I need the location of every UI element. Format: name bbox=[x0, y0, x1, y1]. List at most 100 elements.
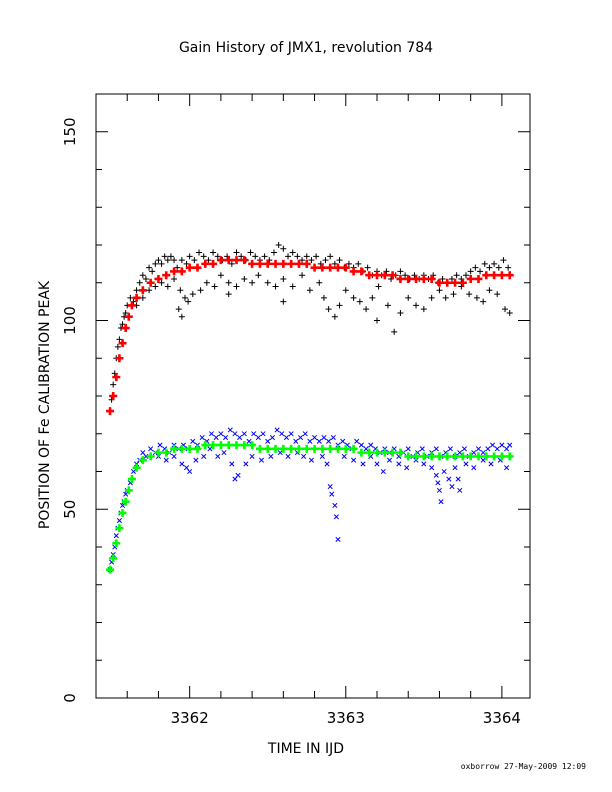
upper-fit-marker bbox=[357, 267, 366, 276]
lower-raw-marker bbox=[246, 438, 252, 444]
upper-fit-marker bbox=[118, 339, 127, 348]
lower-raw-marker bbox=[268, 453, 274, 459]
upper-fit-marker bbox=[193, 263, 202, 272]
upper-raw-marker bbox=[280, 275, 287, 282]
lower-fit-marker bbox=[349, 444, 358, 453]
upper-raw-marker bbox=[364, 264, 371, 271]
lower-raw-marker bbox=[351, 457, 357, 463]
upper-fit-marker bbox=[271, 259, 280, 268]
upper-raw-marker bbox=[450, 291, 457, 298]
lower-raw-marker bbox=[260, 431, 266, 437]
lower-raw-marker bbox=[499, 442, 505, 448]
upper-raw-marker bbox=[186, 253, 193, 260]
upper-fit-marker bbox=[263, 259, 272, 268]
upper-raw-marker bbox=[175, 306, 182, 313]
upper-raw-marker bbox=[171, 275, 178, 282]
upper-raw-marker bbox=[374, 317, 381, 324]
upper-fit-marker bbox=[132, 293, 141, 302]
lower-raw-marker bbox=[283, 434, 290, 441]
upper-fit-marker bbox=[146, 278, 155, 287]
upper-raw-marker bbox=[142, 275, 149, 282]
upper-raw-marker bbox=[363, 306, 370, 313]
lower-fit-marker bbox=[419, 452, 428, 461]
lower-fit-marker bbox=[497, 452, 506, 461]
upper-raw-marker bbox=[481, 260, 488, 267]
upper-raw-marker bbox=[247, 249, 254, 256]
upper-raw-marker bbox=[217, 272, 224, 279]
upper-raw-marker bbox=[495, 264, 502, 271]
lower-raw-marker bbox=[419, 446, 425, 452]
lower-raw-marker bbox=[326, 438, 332, 444]
upper-raw-marker bbox=[428, 294, 435, 301]
lower-raw-marker bbox=[471, 465, 477, 471]
lower-raw-marker bbox=[243, 461, 249, 467]
lower-fit-marker bbox=[106, 565, 115, 574]
upper-raw-marker bbox=[480, 298, 487, 305]
upper-fit-marker bbox=[482, 271, 491, 280]
lower-fit-marker bbox=[255, 444, 264, 453]
lower-raw-marker bbox=[258, 457, 265, 463]
lower-raw-marker bbox=[193, 457, 199, 463]
lower-fit-marker bbox=[121, 497, 130, 506]
upper-raw-marker bbox=[473, 294, 480, 301]
lower-raw-marker bbox=[340, 438, 346, 444]
lower-fit-marker bbox=[365, 448, 374, 457]
lower-fit-marker bbox=[294, 444, 303, 453]
lower-raw-marker bbox=[330, 434, 336, 441]
lower-raw-marker bbox=[302, 431, 308, 437]
lower-fit-marker bbox=[412, 452, 421, 461]
lower-raw-marker bbox=[324, 461, 330, 467]
lower-raw-marker bbox=[130, 468, 137, 475]
upper-raw-marker bbox=[289, 283, 296, 290]
upper-raw-marker bbox=[270, 249, 277, 256]
upper-raw-marker bbox=[280, 298, 287, 305]
lower-raw-marker bbox=[163, 457, 169, 463]
upper-raw-marker bbox=[420, 306, 427, 313]
upper-fit-marker bbox=[224, 256, 233, 265]
lower-raw-marker bbox=[461, 446, 467, 452]
upper-raw-marker bbox=[110, 381, 117, 388]
upper-fit-marker bbox=[365, 271, 374, 280]
upper-raw-marker bbox=[491, 260, 498, 267]
upper-raw-marker bbox=[308, 257, 315, 264]
upper-raw-marker bbox=[139, 294, 146, 301]
upper-raw-marker bbox=[167, 253, 174, 260]
lower-raw-marker bbox=[452, 465, 458, 471]
upper-raw-marker bbox=[506, 309, 513, 316]
lower-raw-marker bbox=[438, 499, 444, 505]
lower-raw-marker bbox=[235, 472, 241, 478]
lower-raw-marker bbox=[213, 434, 219, 441]
lower-raw-marker bbox=[207, 446, 213, 452]
upper-raw-marker bbox=[405, 294, 412, 301]
upper-fit-marker bbox=[115, 354, 124, 363]
upper-raw-marker bbox=[161, 253, 168, 260]
lower-raw-marker bbox=[436, 487, 443, 493]
plot-frame bbox=[95, 93, 531, 699]
lower-raw-marker bbox=[504, 465, 510, 471]
lower-raw-marker bbox=[449, 484, 455, 490]
lower-raw-marker bbox=[227, 427, 233, 433]
lower-fit-marker bbox=[451, 452, 460, 461]
upper-raw-marker bbox=[114, 343, 121, 350]
upper-raw-marker bbox=[197, 287, 204, 294]
lower-raw-marker bbox=[201, 453, 207, 459]
upper-fit-marker bbox=[443, 278, 452, 287]
upper-fit-marker bbox=[240, 256, 249, 265]
upper-fit-marker bbox=[209, 259, 218, 268]
upper-fit-marker bbox=[435, 278, 444, 287]
upper-raw-marker bbox=[191, 257, 198, 264]
lower-raw-marker bbox=[251, 431, 257, 437]
lower-raw-marker bbox=[457, 487, 463, 493]
lower-fit-marker bbox=[263, 444, 272, 453]
upper-fit-marker bbox=[302, 259, 311, 268]
upper-raw-marker bbox=[316, 279, 323, 286]
upper-fit-marker bbox=[162, 271, 171, 280]
upper-raw-marker bbox=[313, 253, 320, 260]
lower-raw-marker bbox=[429, 465, 435, 471]
lower-raw-marker bbox=[335, 536, 341, 543]
lower-raw-marker bbox=[341, 453, 347, 459]
upper-raw-marker bbox=[133, 287, 140, 294]
lower-raw-marker bbox=[447, 446, 453, 452]
lower-fit-marker bbox=[505, 452, 514, 461]
upper-fit-marker bbox=[232, 256, 241, 265]
